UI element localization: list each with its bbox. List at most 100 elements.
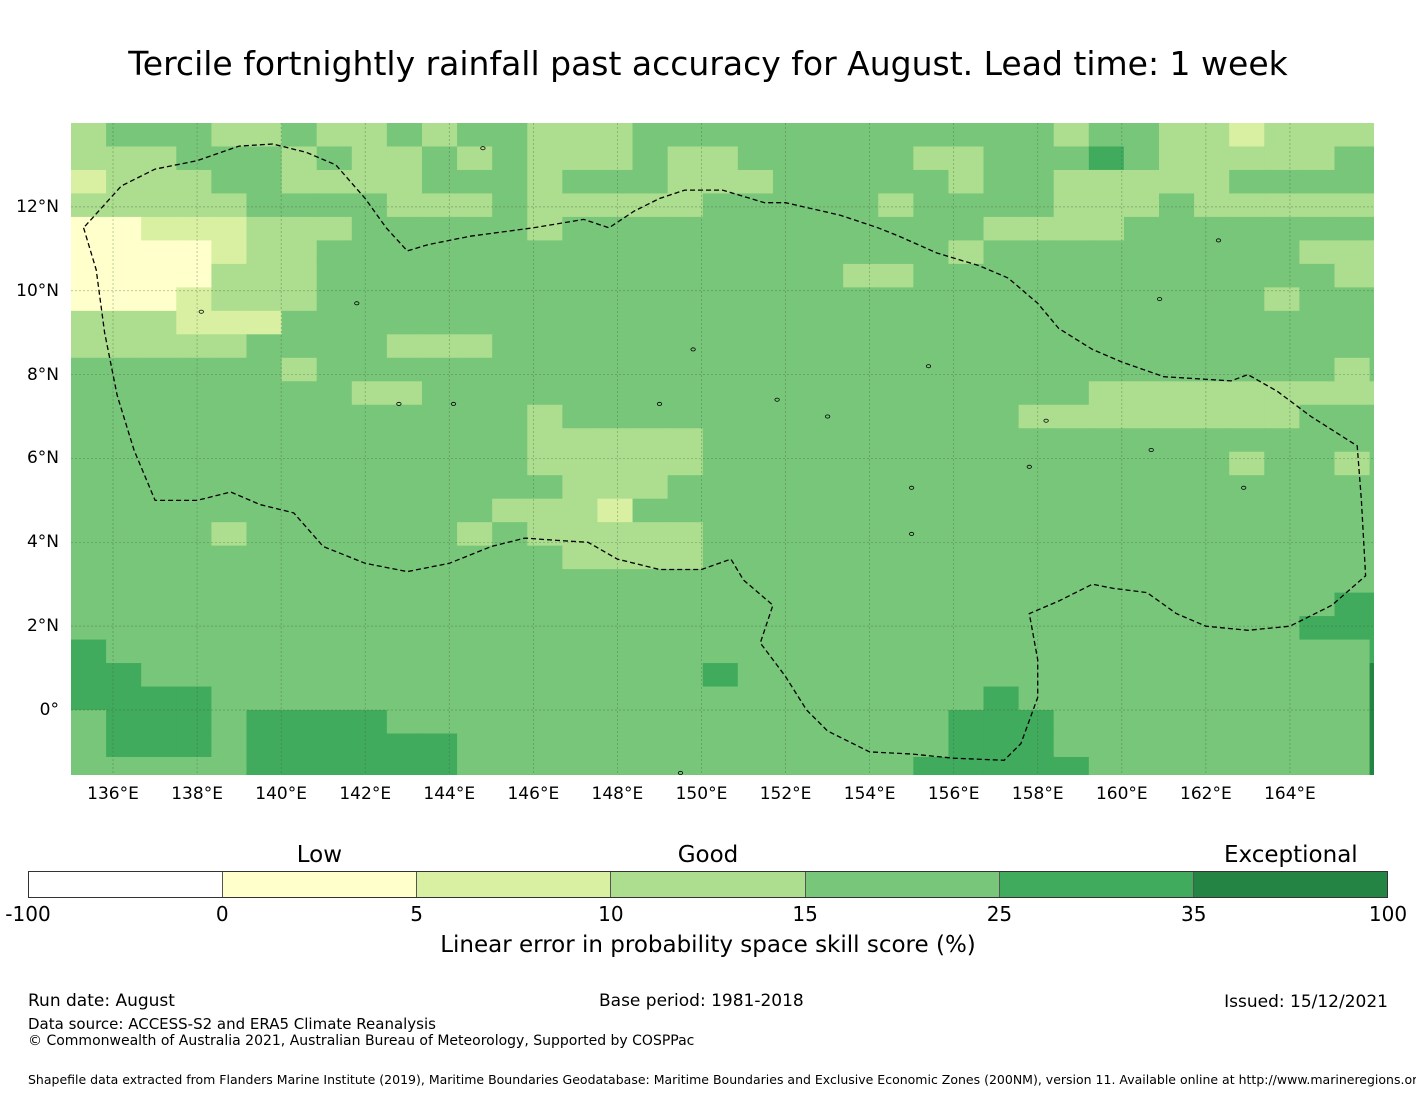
skill-cell — [1088, 404, 1125, 429]
skill-cell — [843, 263, 879, 288]
skill-cell — [808, 545, 844, 570]
skill-cell — [913, 569, 950, 594]
skill-cell — [632, 756, 669, 775]
skill-cell — [808, 475, 844, 500]
skill-cell — [141, 263, 177, 288]
skill-cell — [632, 616, 669, 641]
skill-cell — [421, 428, 458, 453]
skill-cell — [808, 287, 844, 312]
skill-cell — [1299, 569, 1336, 594]
colorbar-tick-label: -100 — [5, 902, 51, 926]
skill-cell — [211, 616, 248, 641]
skill-cell — [246, 616, 283, 641]
skill-cell — [843, 686, 879, 711]
skill-cell — [772, 310, 809, 335]
skill-cell — [281, 733, 318, 758]
skill-cell — [421, 545, 458, 570]
skill-cell — [281, 756, 318, 775]
skill-cell — [316, 756, 353, 775]
skill-cell — [632, 686, 669, 711]
skill-cell — [1299, 287, 1336, 312]
skill-cell — [1334, 663, 1371, 688]
coastlines — [198, 146, 1247, 775]
skill-cell — [1369, 123, 1374, 148]
skill-cell — [386, 357, 423, 382]
skill-cell — [878, 756, 914, 775]
skill-cell — [1369, 240, 1374, 265]
skill-cell — [457, 381, 493, 406]
skill-cell — [527, 428, 563, 453]
skill-cell — [281, 710, 318, 735]
skill-cell — [1299, 381, 1336, 406]
skill-cell — [1229, 475, 1265, 500]
island-outline — [1043, 418, 1049, 423]
skill-cell — [316, 357, 353, 382]
skill-cell — [281, 357, 318, 382]
skill-cell — [1369, 569, 1374, 594]
skill-cell — [878, 404, 914, 429]
skill-cell — [702, 592, 739, 617]
skill-cell — [562, 146, 599, 171]
skill-cell — [1123, 545, 1160, 570]
skill-cell — [737, 710, 774, 735]
skill-cell — [1018, 216, 1055, 241]
skill-cell — [246, 146, 283, 171]
skill-cell — [562, 639, 599, 664]
skill-cell — [667, 686, 704, 711]
skill-cell — [737, 475, 774, 500]
skill-cell — [1264, 146, 1300, 171]
skill-cell — [1334, 216, 1371, 241]
skill-cell — [281, 287, 318, 312]
skill-cell — [948, 545, 985, 570]
skill-cell — [1194, 334, 1230, 359]
skill-cell — [386, 146, 423, 171]
skill-cell — [1194, 404, 1230, 429]
skill-cell — [246, 287, 283, 312]
skill-cell — [492, 310, 528, 335]
skill-cell — [1334, 710, 1371, 735]
skill-cell — [597, 451, 634, 476]
skill-cell — [1123, 240, 1160, 265]
skill-cell — [913, 263, 950, 288]
skill-cell — [878, 475, 914, 500]
skill-cell — [667, 498, 704, 523]
skill-cell — [351, 756, 388, 775]
skill-cell — [597, 592, 634, 617]
skill-cell — [562, 710, 599, 735]
skill-cell — [983, 216, 1020, 241]
skill-cell — [878, 310, 914, 335]
skill-cell — [562, 216, 599, 241]
skill-grid — [71, 123, 1374, 775]
skill-cell — [1123, 522, 1160, 547]
skill-cell — [1229, 334, 1265, 359]
skill-cell — [983, 686, 1020, 711]
skill-cell — [1264, 756, 1300, 775]
skill-cell — [1194, 522, 1230, 547]
map-title: Tercile fortnightly rainfall past accura… — [128, 44, 1288, 83]
skill-cell — [632, 733, 669, 758]
skill-cell — [1229, 404, 1265, 429]
skill-cell — [457, 263, 493, 288]
skill-cell — [772, 639, 809, 664]
skill-cell — [1053, 169, 1090, 195]
skill-cell — [1299, 710, 1336, 735]
skill-cell — [597, 287, 634, 312]
skill-cell — [106, 146, 142, 171]
skill-cell — [983, 710, 1020, 735]
skill-cell — [141, 686, 177, 711]
skill-cell — [667, 451, 704, 476]
skill-cell — [737, 498, 774, 523]
skill-cell — [1194, 475, 1230, 500]
skill-cell — [1264, 193, 1300, 218]
skill-cell — [71, 686, 107, 711]
skill-cell — [1334, 287, 1371, 312]
skill-cell — [1229, 216, 1265, 241]
skill-cell — [948, 287, 985, 312]
skill-cell — [737, 334, 774, 359]
skill-cell — [211, 193, 248, 218]
skill-cell — [562, 498, 599, 523]
skill-cell — [667, 287, 704, 312]
skill-cell — [316, 287, 353, 312]
skill-cell — [316, 569, 353, 594]
skill-cell — [1264, 733, 1300, 758]
